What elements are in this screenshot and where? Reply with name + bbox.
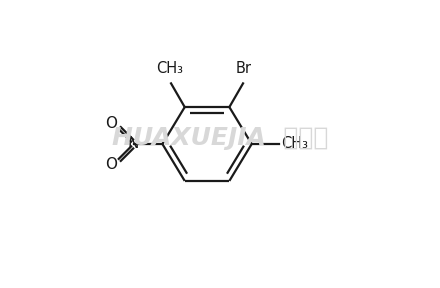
Text: O: O bbox=[105, 116, 117, 131]
Text: CH₃: CH₃ bbox=[156, 61, 183, 76]
Text: O: O bbox=[105, 157, 117, 172]
Text: CH₃: CH₃ bbox=[281, 137, 308, 151]
Text: Br: Br bbox=[235, 61, 252, 76]
Text: N: N bbox=[128, 137, 139, 151]
Text: HUAXUEJIA  化学加: HUAXUEJIA 化学加 bbox=[112, 126, 328, 150]
